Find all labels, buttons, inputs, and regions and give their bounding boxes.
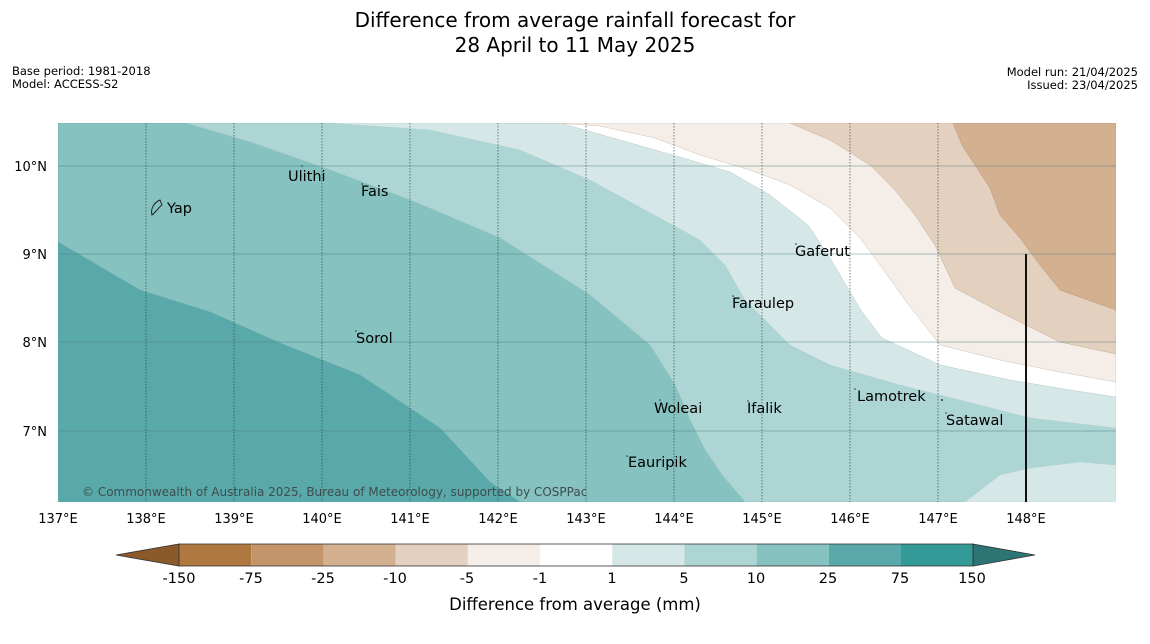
lon-gridlines bbox=[145, 123, 939, 502]
place-label-sorol: Sorol bbox=[356, 331, 393, 347]
colorbar-over-arrow bbox=[972, 543, 1036, 567]
colorbar-swatch-neg10-neg5 bbox=[395, 544, 468, 566]
cbar-label-25: 25 bbox=[819, 571, 837, 587]
band-neg25-neg10 bbox=[952, 123, 1116, 311]
atoll-markers bbox=[301, 165, 947, 457]
colorbar-swatch-5-10 bbox=[684, 544, 757, 566]
lon-label-143e: 143°E bbox=[566, 512, 606, 527]
cbar-label-10: 10 bbox=[747, 571, 765, 587]
cbar-label-neg1: -1 bbox=[533, 571, 547, 587]
cbar-label-5: 5 bbox=[679, 571, 688, 587]
cbar-label-neg25: -25 bbox=[311, 571, 335, 587]
place-labels: Yap Ulithi Fais Gaferut Faraulep Sorol L… bbox=[166, 169, 1003, 471]
title-line-2: 28 April to 11 May 2025 bbox=[454, 33, 696, 57]
colorbar-tick-labels: -150 -75 -25 -10 -5 -1 1 5 10 25 75 150 bbox=[163, 571, 986, 587]
lon-label-137e: 137°E bbox=[38, 512, 78, 527]
run-info: Model run: 21/04/2025 Issued: 23/04/2025 bbox=[1007, 66, 1138, 92]
colorbar-swatch-10-25 bbox=[756, 544, 829, 566]
map-title: Difference from average rainfall forecas… bbox=[0, 8, 1150, 58]
colorbar-swatch-neg150-neg75 bbox=[179, 544, 252, 566]
lat-label-10n: 10°N bbox=[14, 160, 47, 175]
rainfall-map: Yap Ulithi Fais Gaferut Faraulep Sorol L… bbox=[58, 123, 1116, 502]
place-label-eauripik: Eauripik bbox=[628, 455, 687, 471]
cbar-label-neg10: -10 bbox=[383, 571, 407, 587]
lon-label-146e: 146°E bbox=[830, 512, 870, 527]
colorbar-swatch-75-150 bbox=[901, 544, 973, 566]
issued-text: Issued: 23/04/2025 bbox=[1027, 78, 1138, 92]
place-label-ifalik: Ifalik bbox=[747, 401, 782, 417]
lon-label-147e: 147°E bbox=[918, 512, 958, 527]
colorbar-swatch-neg5-neg1 bbox=[467, 544, 540, 566]
copyright-text: © Commonwealth of Australia 2025, Bureau… bbox=[82, 485, 587, 499]
place-label-yap: Yap bbox=[166, 201, 192, 217]
colorbar-swatch-25-75 bbox=[828, 544, 901, 566]
base-info: Base period: 1981-2018 Model: ACCESS-S2 bbox=[12, 65, 151, 91]
colorbar: -150 -75 -25 -10 -5 -1 1 5 10 25 75 150 … bbox=[115, 543, 1036, 614]
lon-label-144e: 144°E bbox=[654, 512, 694, 527]
cbar-label-150: 150 bbox=[958, 571, 986, 587]
place-label-woleai: Woleai bbox=[654, 401, 702, 417]
model-text: Model: ACCESS-S2 bbox=[12, 77, 119, 91]
colorbar-swatch-neg1-1 bbox=[540, 544, 613, 566]
cbar-label-1: 1 bbox=[607, 571, 616, 587]
title-line-1: Difference from average rainfall forecas… bbox=[354, 8, 796, 32]
colorbar-outline bbox=[178, 543, 974, 567]
place-label-gaferut: Gaferut bbox=[795, 244, 850, 260]
cbar-label-neg150: -150 bbox=[163, 571, 196, 587]
yap-island-shape bbox=[151, 199, 163, 216]
lat-label-8n: 8°N bbox=[23, 336, 48, 351]
place-label-satawal: Satawal bbox=[946, 413, 1003, 429]
cbar-label-75: 75 bbox=[891, 571, 909, 587]
model-run-text: Model run: 21/04/2025 bbox=[1006, 65, 1138, 79]
lon-label-145e: 145°E bbox=[742, 512, 782, 527]
lon-label-140e: 140°E bbox=[302, 512, 342, 527]
colorbar-swatch-1-5 bbox=[612, 544, 685, 566]
lat-label-7n: 7°N bbox=[23, 425, 48, 440]
lat-tick-labels: 10°N 9°N 8°N 7°N bbox=[14, 160, 47, 440]
place-label-lamotrek: Lamotrek bbox=[857, 389, 926, 405]
place-label-ulithi: Ulithi bbox=[288, 169, 326, 185]
colorbar-swatch-neg25-neg10 bbox=[323, 544, 396, 566]
lon-label-138e: 138°E bbox=[126, 512, 166, 527]
cbar-label-neg5: -5 bbox=[460, 571, 474, 587]
colorbar-title: Difference from average (mm) bbox=[449, 595, 701, 614]
lat-label-9n: 9°N bbox=[23, 248, 48, 263]
cbar-label-neg75: -75 bbox=[239, 571, 263, 587]
lat-gridlines bbox=[58, 165, 1116, 432]
lon-label-142e: 142°E bbox=[478, 512, 518, 527]
base-period-text: Base period: 1981-2018 bbox=[12, 64, 151, 78]
lon-label-141e: 141°E bbox=[390, 512, 430, 527]
place-label-faraulep: Faraulep bbox=[732, 296, 794, 312]
colorbar-swatch-neg75-neg25 bbox=[251, 544, 324, 566]
place-label-fais: Fais bbox=[361, 184, 388, 200]
lon-tick-labels: 137°E 138°E 139°E 140°E 141°E 142°E 143°… bbox=[38, 512, 1046, 527]
lon-label-148e: 148°E bbox=[1006, 512, 1046, 527]
lon-label-139e: 139°E bbox=[214, 512, 254, 527]
colorbar-under-arrow bbox=[115, 543, 180, 567]
